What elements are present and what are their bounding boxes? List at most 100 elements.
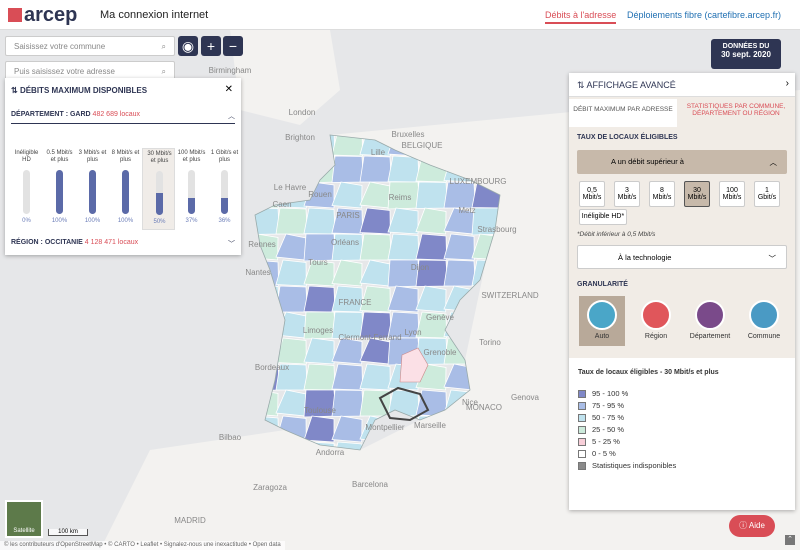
help-text: Aide [748,521,765,530]
dept-count: 482 689 locaux [92,111,141,118]
nav-link[interactable]: Déploiements fibre (cartefibre.arcep.fr) [627,10,782,20]
map-label: PARIS [336,211,359,220]
column-label: 100 Mbit/s et plus [177,150,206,163]
granularity-icon [749,300,779,330]
granularity-label: Commune [747,333,781,340]
legend-swatch [578,426,586,435]
legend-title: Taux de locaux éligibles - 30 Mbit/s et … [578,369,719,376]
granularity-option[interactable]: Région [633,296,679,346]
departement [359,285,391,313]
locate-button[interactable]: ◉ [178,36,198,56]
bar-track [156,171,163,215]
column-value: 0% [22,218,31,224]
bar-track [221,170,228,214]
region-label: RÉGION : OCCITANIE [11,239,83,246]
bar-track [23,170,30,214]
map-label: Andorra [316,448,345,457]
legend-item: 25 - 50 % [578,425,625,435]
dropdown[interactable]: A un débit supérieur à ︿ [577,150,787,174]
speed-button[interactable]: Inéligible HD* [579,209,627,225]
date-box[interactable]: DONNÉES DU 30 sept. 2020 [711,39,781,69]
map-label: Orléans [331,238,359,247]
map-label: Toulouse [304,406,337,415]
zoom-out[interactable]: − [223,36,243,56]
speed-column: 8 Mbit/s et plus 100% [109,148,142,230]
placeholder: Saisissez votre commune [14,42,106,51]
drome [399,347,429,383]
satellite-toggle[interactable]: Satellite [5,500,43,538]
tab-active[interactable]: STATISTIQUES PAR COMMUNE, DÉPARTEMENT OU… [686,103,786,117]
map-label: Nantes [245,268,270,277]
close-button[interactable]: ✕ [224,84,233,95]
technology-dropdown[interactable]: À la technologie ﹀ [577,245,787,269]
departement [331,181,363,209]
map-label: Barcelona [352,480,389,489]
search-commune[interactable]: Saisissez votre commune ⌕ [5,36,175,56]
bar-track [122,170,129,214]
granularity-option[interactable]: Commune [741,296,787,346]
departement [387,155,420,183]
departement [331,337,363,365]
zoom-in[interactable]: + [201,36,221,56]
granularity-label: Région [644,333,668,340]
column-value: 100% [84,218,101,224]
granularity-label: Département [689,333,731,340]
speed-column: 30 Mbit/s et plus 50% [142,148,175,230]
nav-link[interactable]: Débits à l'adresse [545,10,617,24]
collapse[interactable]: › [785,78,789,89]
map-label: Genova [511,393,540,402]
speed-button[interactable]: 1 Gbit/s [754,181,780,207]
dept-row[interactable]: DÉPARTEMENT : GARD 482 689 locaux ︿ [11,111,235,124]
column-value: 50% [153,219,166,225]
region-row[interactable]: RÉGION : OCCITANIE 4 128 471 locaux ﹀ [11,239,235,249]
speed-button[interactable]: 0,5 Mbit/s [579,181,605,207]
map-label: Grenoble [424,348,457,357]
granularity-icon [587,300,617,330]
departement [415,207,447,235]
granularity-option[interactable]: Département [687,296,733,346]
departement [303,259,335,287]
speed-button[interactable]: 3 Mbit/s [614,181,640,207]
map-label: Lille [371,148,386,157]
map-label: BELGIQUE [402,141,443,150]
logo-mark [8,8,22,22]
corner-icon[interactable]: ⌃ [785,535,795,545]
legend-item: 5 - 25 % [578,437,620,447]
gard-outline [378,386,430,422]
map-labels: Birmingham London Brighton Bruxelles BELGIQU… [174,66,539,525]
departement [275,207,308,235]
speed-column: Inéligible HD 0% [10,148,43,230]
help-button[interactable]: ⓘ Aide [729,515,775,537]
attribution: © les contributeurs d'OpenStreetMap • © … [0,541,285,550]
granularity-option[interactable]: Auto [579,296,625,346]
bar [89,170,96,214]
granularity-icon [695,300,725,330]
column-label: 8 Mbit/s et plus [111,150,140,163]
legend-item: 95 - 100 % [578,389,628,399]
map-label: London [289,108,316,117]
speed-button[interactable]: 30 Mbit/s [684,181,710,207]
legend-box [569,358,795,510]
speed-button[interactable]: 8 Mbit/s [649,181,675,207]
speed-button[interactable]: 100 Mbit/s [719,181,745,207]
map-label: Nice [462,398,479,407]
bar-track [89,170,96,214]
logo[interactable]: arcep [8,4,77,27]
departement [415,181,449,209]
legend-swatch [578,390,586,399]
map-label: Reims [389,193,412,202]
legend-label: 25 - 50 % [592,425,625,434]
tab[interactable]: DÉBIT MAXIMUM PAR ADRESSE [569,99,677,127]
search-icon: ⌕ [161,67,166,76]
column-value: 37% [185,218,198,224]
speed-column: 0.5 Mbit/s et plus 100% [43,148,76,230]
bar-track [188,170,195,214]
uk-land [230,30,340,125]
map-label: MONACO [466,403,502,412]
map-label: Montpellier [365,423,404,432]
legend-swatch [578,438,586,447]
map-label: Bordeaux [255,363,289,372]
column-label: Inéligible HD [14,150,39,163]
departement [359,155,392,183]
departement [331,415,363,443]
